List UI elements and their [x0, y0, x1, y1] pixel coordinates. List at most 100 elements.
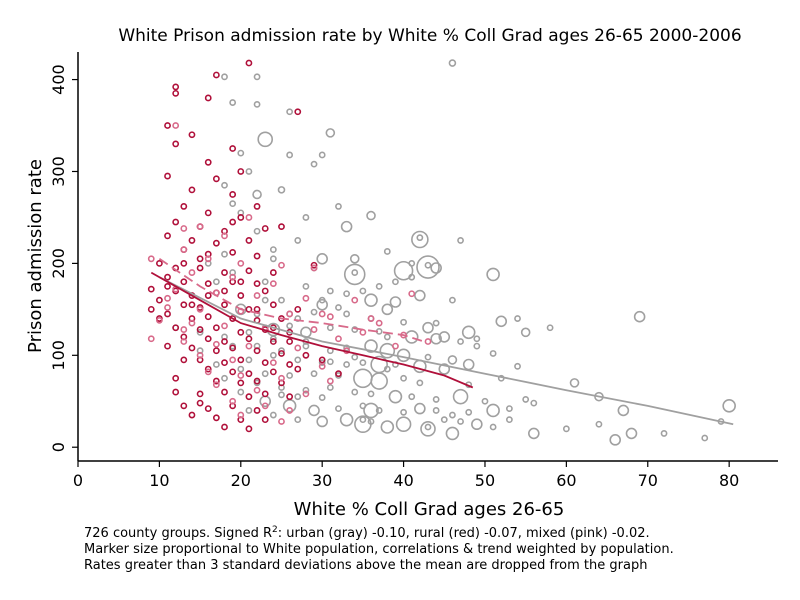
point-rural: [237, 328, 245, 336]
point-urban: [278, 391, 285, 399]
point-urban: [383, 365, 391, 373]
point-rural: [204, 405, 212, 413]
point-rural: [188, 237, 196, 244]
point-rural: [286, 338, 294, 345]
point-rural: [237, 379, 245, 387]
point-urban: [316, 252, 328, 265]
point-mixed: [229, 397, 237, 405]
x-tick-label: 30: [312, 471, 332, 490]
point-rural: [245, 335, 253, 343]
y-tick-label: 0: [49, 442, 68, 452]
point-rural: [204, 209, 212, 217]
point-urban: [380, 420, 395, 434]
point-rural: [212, 347, 220, 355]
point-rural: [245, 267, 253, 275]
x-tick-label: 70: [638, 471, 658, 490]
point-urban: [701, 434, 709, 442]
point-rural: [212, 377, 220, 385]
point-urban: [424, 261, 432, 269]
point-urban: [546, 324, 554, 332]
point-urban: [221, 181, 228, 189]
point-rural: [172, 140, 180, 148]
point-urban: [522, 396, 530, 403]
point-rural: [221, 287, 228, 295]
point-rural: [221, 338, 228, 345]
point-mixed: [172, 122, 180, 129]
point-rural: [172, 388, 180, 396]
point-rural: [188, 131, 196, 139]
point-urban: [286, 108, 294, 116]
point-urban: [424, 353, 432, 361]
point-urban: [196, 328, 204, 336]
trend-lines: [150, 258, 734, 426]
point-urban: [530, 399, 538, 407]
point-urban: [461, 325, 476, 340]
point-rural: [204, 94, 212, 102]
point-rural: [294, 305, 302, 313]
point-rural: [278, 350, 285, 357]
point-urban: [367, 418, 375, 425]
point-urban: [340, 220, 353, 233]
point-urban: [448, 59, 457, 67]
point-rural: [188, 186, 196, 194]
point-urban: [335, 304, 342, 311]
x-tick-label: 60: [556, 471, 576, 490]
point-urban: [245, 356, 253, 364]
point-mixed: [180, 225, 188, 232]
point-rural: [302, 351, 310, 359]
point-urban: [617, 404, 630, 417]
point-mixed: [221, 322, 228, 330]
point-urban: [473, 335, 481, 343]
point-rural: [229, 145, 237, 152]
point-urban: [414, 289, 426, 302]
point-mixed: [237, 259, 245, 267]
point-urban: [302, 214, 310, 221]
point-mixed: [278, 374, 285, 382]
point-rural: [310, 261, 318, 269]
point-mixed: [237, 411, 245, 419]
point-rural: [164, 273, 171, 281]
point-rural: [261, 225, 269, 232]
point-urban: [363, 402, 379, 419]
point-urban: [486, 403, 500, 418]
point-rural: [237, 168, 245, 175]
point-rural: [204, 280, 212, 288]
point-urban: [481, 397, 489, 405]
point-urban: [286, 151, 294, 159]
point-mixed: [318, 362, 326, 370]
point-urban: [221, 73, 228, 81]
point-urban: [343, 290, 351, 298]
point-rural: [180, 259, 188, 267]
point-urban: [310, 308, 318, 316]
point-urban: [245, 407, 253, 414]
point-urban: [440, 416, 448, 424]
point-urban: [400, 374, 407, 382]
point-rural: [204, 335, 212, 343]
point-mixed: [310, 264, 318, 272]
point-rural: [164, 342, 171, 350]
point-urban: [400, 318, 407, 326]
series-mixed: [147, 122, 432, 425]
point-rural: [245, 370, 253, 378]
note-line-1-post: : urban (gray) -0.10, rural (red) -0.07,…: [278, 526, 650, 541]
point-urban: [389, 296, 402, 308]
point-rural: [204, 292, 212, 299]
point-urban: [359, 416, 367, 424]
point-urban: [449, 296, 456, 304]
point-urban: [381, 303, 394, 316]
point-urban: [416, 379, 424, 387]
scatter-points: [147, 59, 736, 446]
point-mixed: [408, 290, 416, 298]
point-urban: [221, 374, 228, 382]
point-mixed: [180, 338, 188, 345]
point-rural: [221, 301, 228, 309]
point-rural: [294, 365, 302, 373]
point-rural: [286, 393, 294, 401]
point-rural: [204, 365, 212, 373]
x-tick-label: 20: [231, 471, 251, 490]
point-urban: [318, 359, 326, 367]
trend-line-urban: [158, 276, 734, 426]
point-urban: [351, 388, 359, 396]
point-rural: [196, 264, 204, 272]
point-urban: [520, 327, 531, 338]
